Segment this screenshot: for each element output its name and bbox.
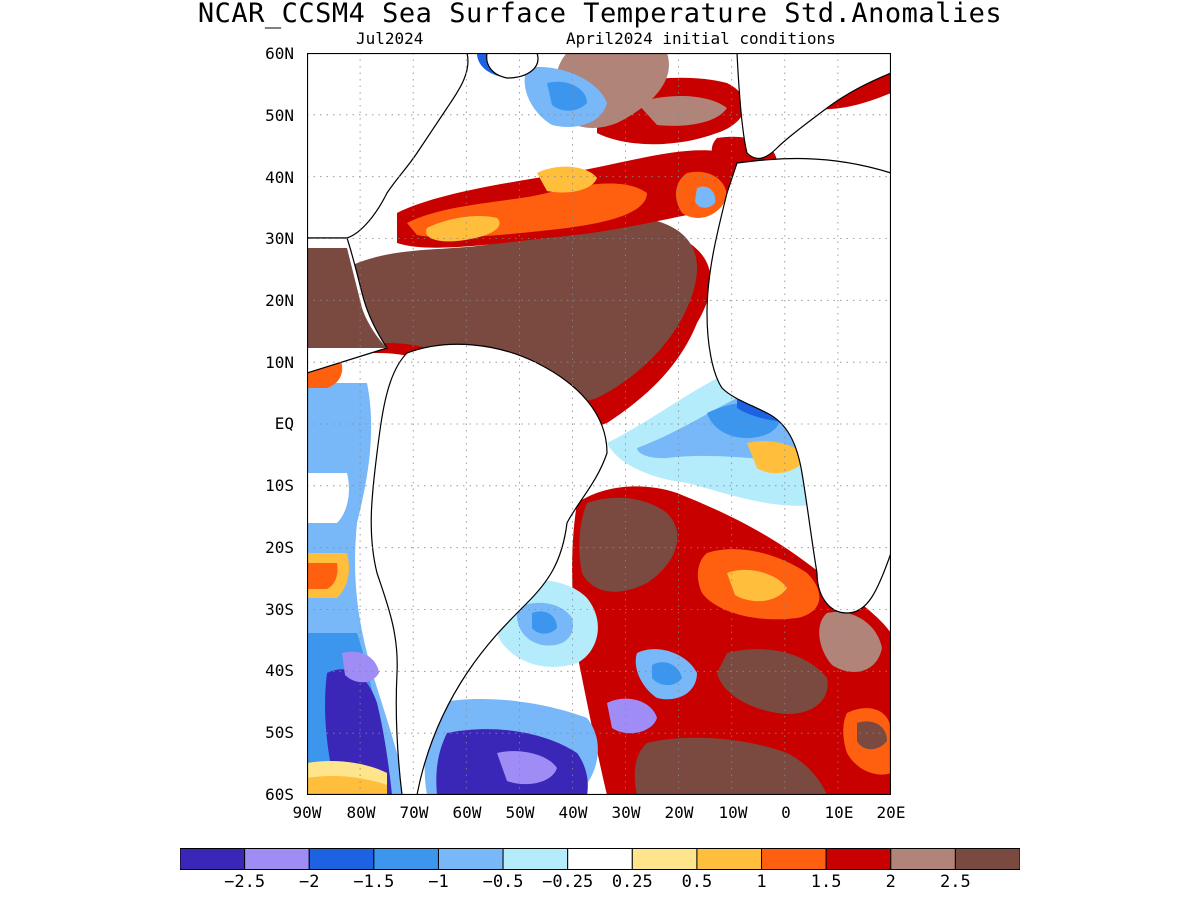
map-title: NCAR_CCSM4 Sea Surface Temperature Std.A… bbox=[197, 0, 1003, 29]
lon-label: 30W bbox=[611, 803, 641, 822]
colorbar-tick-label: −0.5 bbox=[482, 872, 524, 892]
forecast-month: Jul2024 bbox=[356, 29, 424, 48]
colorbar-swatch bbox=[180, 848, 246, 870]
anomaly-southeast-pacific bbox=[307, 353, 407, 795]
colorbar-tick-label: −2.5 bbox=[224, 872, 266, 892]
sst-anomaly-map bbox=[307, 53, 891, 795]
anomaly-north-atlantic bbox=[327, 53, 891, 432]
colorbar-swatch bbox=[825, 848, 892, 870]
colorbar-tick-label: 1.5 bbox=[810, 872, 842, 892]
colorbar-tick-label: 0.5 bbox=[681, 872, 713, 892]
colorbar-swatch bbox=[890, 848, 956, 870]
lat-label: 30N bbox=[265, 229, 294, 248]
lon-label: 10E bbox=[824, 803, 854, 822]
colorbar-swatch bbox=[761, 848, 827, 870]
lat-label: 20S bbox=[265, 538, 294, 557]
lat-label: 30S bbox=[265, 600, 294, 619]
north-america-land bbox=[307, 53, 469, 239]
lat-label: EQ bbox=[274, 414, 294, 433]
colorbar-swatch bbox=[373, 848, 439, 870]
colorbar-swatch bbox=[244, 848, 310, 870]
anomaly-south-atlantic-cold bbox=[424, 580, 697, 795]
colorbar-tick-label: 0.25 bbox=[611, 872, 653, 892]
lon-label: 20E bbox=[876, 803, 906, 822]
south-america-land bbox=[370, 343, 608, 795]
initial-conditions: April2024 initial conditions bbox=[566, 29, 836, 48]
lon-label: 40W bbox=[558, 803, 588, 822]
colorbar-swatch bbox=[696, 848, 763, 870]
colorbar-swatch bbox=[308, 848, 375, 870]
europe-land bbox=[736, 53, 891, 160]
gridlines bbox=[307, 53, 891, 795]
lat-label: 20N bbox=[265, 291, 294, 310]
colorbar bbox=[180, 848, 1020, 870]
colorbar-tick-label: 1 bbox=[756, 872, 767, 892]
lon-label: 20W bbox=[664, 803, 694, 822]
greenland-land bbox=[486, 53, 539, 79]
lat-label: 60N bbox=[265, 44, 294, 63]
land-masses bbox=[307, 53, 891, 795]
lat-label: 50S bbox=[265, 723, 294, 742]
colorbar-swatch bbox=[954, 848, 1020, 870]
lon-label: 70W bbox=[399, 803, 429, 822]
colorbar-tick-label: −2 bbox=[298, 872, 320, 892]
colorbar-tick-label: −1.5 bbox=[353, 872, 395, 892]
colorbar-tick-label: 2.5 bbox=[940, 872, 971, 892]
colorbar-tick-label: −0.25 bbox=[542, 872, 594, 892]
colorbar-swatch bbox=[567, 848, 633, 870]
lat-label: 10N bbox=[265, 353, 294, 372]
colorbar-tick-label: 2 bbox=[885, 872, 896, 892]
lon-label: 80W bbox=[346, 803, 376, 822]
anomaly-caribbean bbox=[307, 248, 482, 348]
colorbar-swatch bbox=[631, 848, 698, 870]
colorbar-tick-label: −1 bbox=[428, 872, 449, 892]
lon-label: 90W bbox=[292, 803, 322, 822]
lat-label: 40N bbox=[265, 168, 294, 187]
lon-label: 60W bbox=[452, 803, 482, 822]
lat-label: 50N bbox=[265, 106, 294, 125]
colorbar-swatch bbox=[437, 848, 504, 870]
lat-label: 40S bbox=[265, 661, 294, 680]
lon-label: 50W bbox=[505, 803, 535, 822]
lat-label: 10S bbox=[265, 476, 294, 495]
lat-label: 60S bbox=[265, 785, 294, 804]
lon-label: 0 bbox=[781, 803, 791, 822]
colorbar-swatch bbox=[502, 848, 569, 870]
map-frame bbox=[307, 53, 891, 795]
lon-label: 10W bbox=[718, 803, 748, 822]
